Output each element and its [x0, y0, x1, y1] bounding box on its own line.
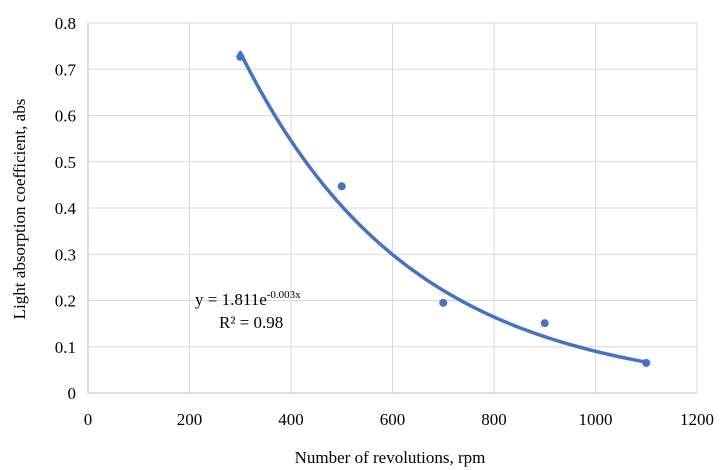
data-point — [337, 182, 346, 191]
x-tick-label: 0 — [84, 410, 93, 429]
y-tick-label: 0 — [68, 384, 77, 403]
data-point — [540, 319, 549, 328]
y-axis-title: Light absorption coefficient, abs — [10, 99, 29, 320]
x-tick-label: 400 — [278, 410, 304, 429]
data-points — [236, 52, 651, 367]
x-tick-label: 600 — [380, 410, 406, 429]
data-point — [439, 298, 448, 307]
y-tick-label: 0.4 — [55, 199, 77, 218]
axes — [87, 23, 697, 394]
x-tick-label: 1200 — [680, 410, 714, 429]
y-tick-label: 0.1 — [55, 338, 76, 357]
gridlines — [88, 22, 698, 393]
y-tick-label: 0.7 — [55, 60, 77, 79]
tick-labels: 0 200 400 600 800 1000 1200 0 0.1 0.2 0.3 0.4 0.5 0.6… — [55, 14, 714, 429]
data-point — [236, 52, 245, 61]
x-tick-label: 800 — [481, 410, 507, 429]
x-tick-label: 200 — [177, 410, 203, 429]
trendline — [238, 50, 648, 364]
x-tick-label: 1000 — [579, 410, 613, 429]
x-axis-title: Number of revolutions, rpm — [295, 448, 486, 467]
y-tick-label: 0.6 — [55, 107, 76, 126]
data-point — [642, 358, 651, 367]
y-tick-label: 0.2 — [55, 292, 76, 311]
trendline-r-squared: R² = 0.98 — [219, 313, 283, 332]
y-tick-label: 0.5 — [55, 153, 76, 172]
y-tick-label: 0.3 — [55, 245, 76, 264]
trendline-equation: y = 1.811e-0.003x — [195, 289, 301, 309]
y-tick-label: 0.8 — [55, 14, 76, 33]
